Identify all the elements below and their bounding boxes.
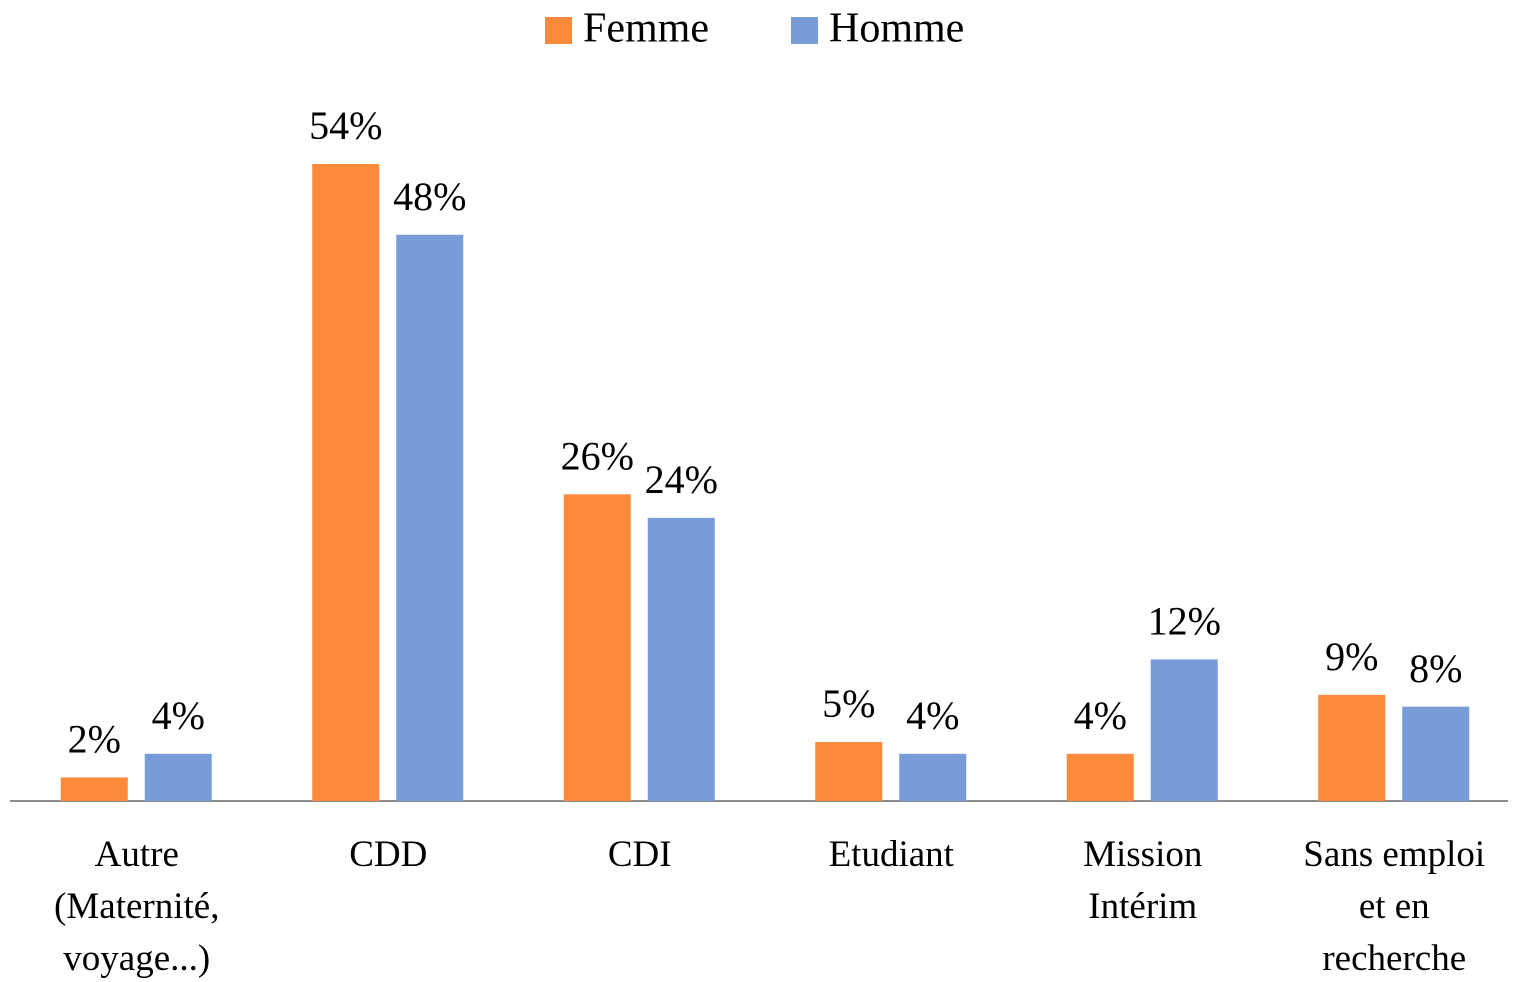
data-label: 4%	[152, 693, 205, 738]
bar	[60, 777, 128, 801]
x-tick-label: Mission Intérim	[1083, 834, 1202, 927]
legend-label: Homme	[829, 6, 964, 52]
legend-swatch	[791, 17, 818, 44]
x-tick-label: CDI	[608, 834, 672, 875]
bar	[1150, 659, 1218, 801]
x-tick-label: Autre (Maternité, voyage...)	[54, 834, 219, 979]
x-tick-label: Etudiant	[829, 834, 955, 875]
legend-swatch	[545, 17, 572, 44]
bar	[563, 494, 631, 801]
bar	[312, 164, 380, 801]
data-label: 12%	[1148, 599, 1221, 644]
data-label: 26%	[561, 433, 634, 478]
bar	[1402, 706, 1470, 801]
data-label: 24%	[645, 457, 718, 502]
legend-label: Femme	[583, 6, 709, 52]
data-label: 2%	[68, 717, 121, 762]
data-label: 9%	[1325, 634, 1378, 679]
bar	[1066, 753, 1134, 801]
data-label: 4%	[906, 693, 959, 738]
bar	[815, 742, 883, 801]
data-label: 8%	[1409, 646, 1462, 691]
data-label: 5%	[822, 681, 875, 726]
data-label: 4%	[1074, 693, 1127, 738]
bar	[899, 753, 967, 801]
data-label: 54%	[309, 103, 382, 148]
bar	[396, 234, 464, 801]
bar	[144, 753, 212, 801]
bar	[647, 517, 715, 801]
data-label: 48%	[393, 174, 466, 219]
x-tick-label: Sans emploi et en recherche	[1303, 834, 1485, 979]
bar	[1318, 694, 1386, 801]
x-tick-label: CDD	[349, 834, 427, 875]
